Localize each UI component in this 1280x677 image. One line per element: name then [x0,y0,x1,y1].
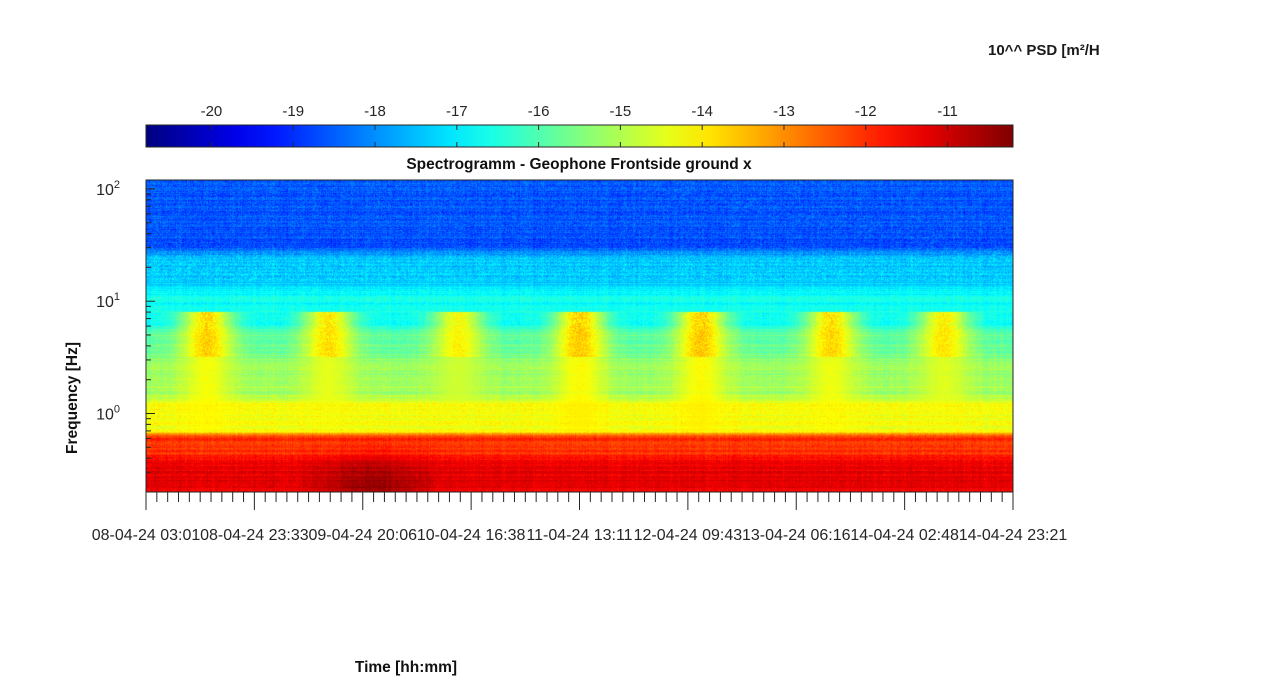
colorbar-tick-label: -12 [855,103,877,120]
colorbar-tick-label: -13 [773,103,795,120]
x-tick-label: 12-04-24 09:43 [634,527,743,544]
heatmap-image [146,180,1013,492]
colorbar-tick-label: -19 [282,103,304,120]
x-tick-label: 14-04-24 23:21 [959,527,1068,544]
plot-area [145,179,1014,493]
x-tick-label: 10-04-24 16:38 [417,527,526,544]
colorbar-tick-labels: -20 -19 -18 -17 -16 -15 -14 -13 -12 -11 [201,103,958,120]
colorbar-tick-label: -18 [364,103,386,120]
x-tick-label: 14-04-24 02:48 [850,527,959,544]
x-axis-label: Time [hh:mm] [355,659,457,676]
x-axis: 08-04-24 03:01 08-04-24 23:33 09-04-24 20:… [92,492,1068,544]
x-tick-label: 13-04-24 06:16 [742,527,851,544]
colorbar-tick-label: -14 [691,103,713,120]
y-axis-label: Frequency [Hz] [64,342,81,454]
colorbar-tick-marks [210,125,949,147]
y-axis: 100 101 102 [96,179,155,493]
colorbar-tick-label: -17 [446,103,468,120]
x-tick-label: 08-04-24 23:33 [200,527,309,544]
colorbar-title: 10^^ PSD [m²/H [988,42,1100,59]
y-tick-label: 100 [96,404,120,424]
x-tick-label: 11-04-24 13:11 [526,527,632,544]
colorbar-tick-label: -16 [528,103,550,120]
colorbar [145,124,1014,148]
x-tick-label: 08-04-24 03:01 [92,527,201,544]
chart-title: Spectrogramm - Geophone Frontside ground… [406,156,752,173]
colorbar-tick-label: -11 [937,103,958,120]
x-tick-label: 09-04-24 20:06 [308,527,417,544]
colorbar-tick-label: -20 [201,103,223,120]
y-tick-label: 101 [96,291,120,311]
colorbar-tick-label: -15 [610,103,632,120]
y-tick-label: 102 [96,179,120,199]
